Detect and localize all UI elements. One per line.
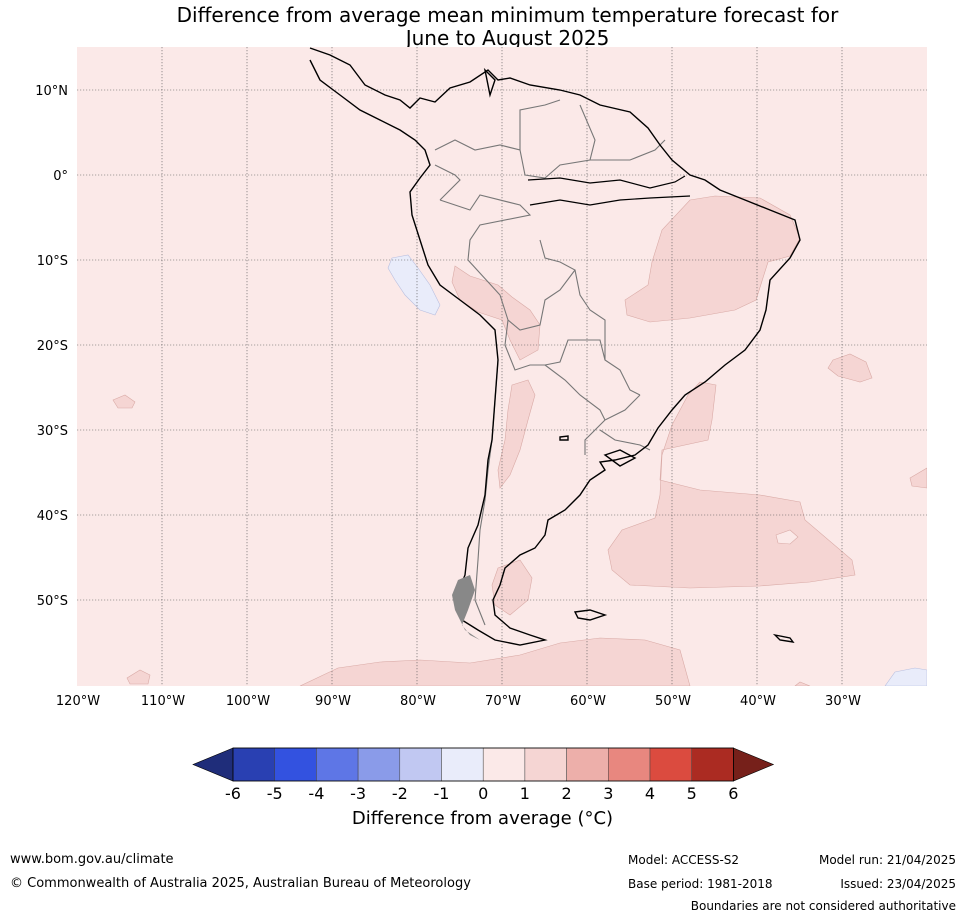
lat-label-20s: 20°S — [37, 339, 68, 354]
colorbar-segment — [441, 747, 484, 782]
colorbar-arrow-high — [733, 747, 775, 782]
colorbar-tick-label: -5 — [267, 784, 283, 803]
anomaly-region-pacific-south — [126, 669, 151, 685]
colorbar-segment — [399, 747, 442, 782]
colorbar-tick-label: 2 — [562, 784, 572, 803]
colorbar-tick-label: 3 — [603, 784, 613, 803]
colorbar-segment — [608, 747, 651, 782]
lat-label-40s: 40°S — [37, 509, 68, 524]
anomaly-region-atlantic-blob — [827, 353, 873, 383]
footer-copyright: © Commonwealth of Australia 2025, Austra… — [10, 876, 471, 891]
lon-label-100w: 100°W — [226, 694, 270, 709]
lon-label-50w: 50°W — [655, 694, 691, 709]
colorbar-segment — [524, 747, 567, 782]
lon-label-40w: 40°W — [740, 694, 776, 709]
footer-base-period: Base period: 1981-2018 — [628, 877, 773, 891]
title-line-1: Difference from average mean minimum tem… — [176, 3, 839, 27]
colorbar-outline — [232, 747, 734, 782]
colorbar-tick-label: -4 — [308, 784, 324, 803]
lon-label-90w: 90°W — [315, 694, 351, 709]
colorbar-tick-label: 6 — [728, 784, 738, 803]
lat-label-0: 0° — [53, 169, 68, 184]
colorbar-segment — [232, 747, 275, 782]
footer-disclaimer: Boundaries are not considered authoritat… — [690, 899, 956, 913]
colorbar-title: Difference from average (°C) — [0, 808, 965, 829]
chilean-archipelago — [452, 575, 480, 640]
chart-title: Difference from average mean minimum tem… — [0, 4, 965, 50]
footer-issued: Issued: 23/04/2025 — [840, 877, 956, 891]
colorbar-tick-label: -6 — [225, 784, 241, 803]
footer-model: Model: ACCESS-S2 — [628, 853, 740, 867]
lat-label-50s: 50°S — [37, 594, 68, 609]
colorbar-tick-label: 1 — [520, 784, 530, 803]
anomaly-region-pacific-blob — [112, 394, 136, 409]
cool-anomaly-south-atlantic — [884, 667, 927, 686]
colorbar-tick-label: 4 — [645, 784, 655, 803]
colorbar-label: Difference from average ( — [351, 808, 585, 829]
anomaly-region-sw-atlantic-edge — [794, 681, 811, 686]
colorbar-segment — [691, 747, 734, 782]
colorbar-tick-label: 0 — [478, 784, 488, 803]
graticule — [77, 47, 927, 686]
lon-label-70w: 70°W — [485, 694, 521, 709]
colorbar-tick-label: 5 — [687, 784, 697, 803]
colorbar-tick-label: -3 — [350, 784, 366, 803]
colorbar-segment — [274, 747, 317, 782]
colorbar-segment — [482, 747, 526, 782]
anomaly-region-patagonia-east — [491, 559, 533, 616]
colorbar-tick-label: -1 — [434, 784, 450, 803]
lat-label-10s: 10°S — [37, 254, 68, 269]
colorbar-segment — [649, 747, 692, 782]
cool-anomaly-peru-offshore — [387, 254, 441, 316]
anomaly-region-brazil — [624, 195, 801, 323]
coastline — [309, 47, 801, 646]
anomaly-regions-minus1-to-0 — [387, 254, 927, 686]
lon-label-110w: 110°W — [141, 694, 185, 709]
lon-label-30w: 30°W — [825, 694, 861, 709]
anomaly-hole — [775, 529, 799, 545]
footer-model-run: Model run: 21/04/2025 — [818, 853, 956, 867]
colorbar-tick-label: -2 — [392, 784, 408, 803]
lat-label-30s: 30°S — [37, 424, 68, 439]
footer-url[interactable]: www.bom.gov.au/climate — [10, 852, 174, 867]
title-line-2: June to August 2025 — [405, 26, 610, 50]
lon-label-80w: 80°W — [400, 694, 436, 709]
colorbar-unit: °C — [584, 808, 607, 829]
colorbar-label-end: ) — [606, 808, 614, 829]
lon-label-60w: 60°W — [570, 694, 606, 709]
anomaly-region-southern-ocean — [299, 637, 691, 686]
lon-label-120w: 120°W — [56, 694, 100, 709]
colorbar-segment — [566, 747, 609, 782]
colorbar-segment — [357, 747, 401, 782]
colorbar-segment — [316, 747, 359, 782]
colorbar-arrow-low — [192, 747, 234, 782]
lat-label-10n: 10°N — [35, 84, 68, 99]
colorbar: -6 -5 -4 -3 -2 -1 0 1 2 3 4 5 6 — [192, 747, 775, 803]
anomaly-region-east-edge — [909, 467, 927, 489]
